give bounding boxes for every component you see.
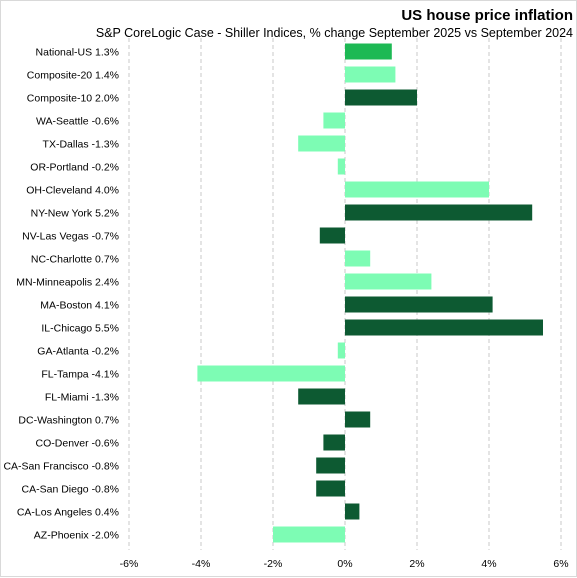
category-label: Composite-10 2.0% [27, 93, 119, 105]
category-label: GA-Atlanta -0.2% [37, 346, 119, 358]
bars [197, 43, 543, 543]
bar [273, 526, 345, 543]
bar [197, 365, 345, 382]
bar [345, 503, 360, 520]
bar [298, 135, 345, 152]
bar [345, 296, 493, 313]
category-label: NY-New York 5.2% [31, 208, 119, 220]
bar [323, 112, 345, 129]
category-label: NV-Las Vegas -0.7% [22, 231, 119, 243]
category-label: CA-San Diego -0.8% [22, 484, 119, 496]
bar [345, 319, 543, 336]
category-label: Composite-20 1.4% [27, 70, 119, 82]
category-label: NC-Charlotte 0.7% [31, 254, 119, 266]
bar [345, 89, 417, 106]
x-tick-label: 4% [481, 558, 496, 570]
bar [345, 273, 432, 290]
bar [345, 411, 371, 428]
category-label: OH-Cleveland 4.0% [26, 185, 119, 197]
category-label: DC-Washington 0.7% [18, 415, 119, 427]
x-axis-ticks: -6% -4% -2% 0% 2% 4% 6% [120, 558, 569, 570]
bar [345, 204, 533, 221]
chart-subtitle: S&P CoreLogic Case - Shiller Indices, % … [95, 26, 573, 40]
x-tick-label: 6% [553, 558, 568, 570]
bar [319, 227, 345, 244]
category-label: CA-San Francisco -0.8% [3, 461, 119, 473]
x-tick-label: -2% [264, 558, 283, 570]
category-label: WA-Seattle -0.6% [36, 116, 119, 128]
x-tick-label: 0% [337, 558, 352, 570]
bar [337, 342, 345, 359]
bar [337, 158, 345, 175]
bar [316, 457, 345, 474]
category-label: CO-Denver -0.6% [36, 438, 119, 450]
chart-title: US house price inflation [401, 7, 573, 24]
category-labels: National-US 1.3% Composite-20 1.4% Composi… [3, 47, 119, 542]
category-label: TX-Dallas -1.3% [43, 139, 119, 151]
bar [323, 434, 345, 451]
category-label: National-US 1.3% [36, 47, 119, 59]
bar [345, 181, 489, 198]
category-label: OR-Portland -0.2% [30, 162, 119, 174]
bar [345, 66, 396, 83]
category-label: FL-Tampa -4.1% [41, 369, 119, 381]
category-label: FL-Miami -1.3% [45, 392, 119, 404]
bar [316, 480, 345, 497]
category-label: MN-Minneapolis 2.4% [16, 277, 119, 289]
bar [345, 43, 392, 60]
category-label: CA-Los Angeles 0.4% [17, 507, 119, 519]
x-tick-label: 2% [409, 558, 424, 570]
category-label: IL-Chicago 5.5% [41, 323, 119, 335]
bar [345, 250, 371, 267]
x-tick-label: -4% [192, 558, 211, 570]
category-label: MA-Boston 4.1% [40, 300, 119, 312]
category-label: AZ-Phoenix -2.0% [34, 530, 119, 542]
bar [298, 388, 345, 405]
x-tick-label: -6% [120, 558, 139, 570]
